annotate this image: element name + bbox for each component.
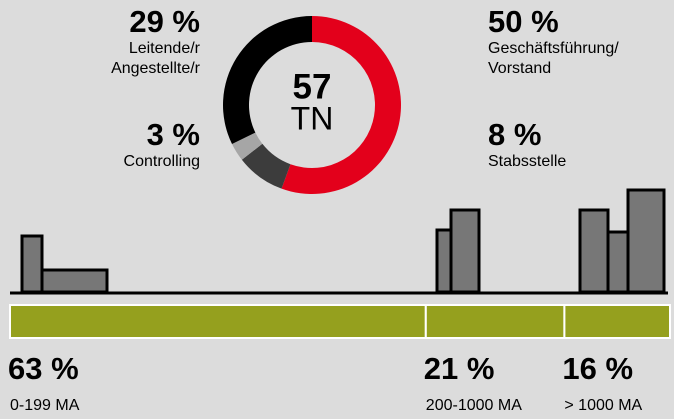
- building: [449, 208, 481, 294]
- value-label: 16 %: [562, 351, 634, 386]
- value-label: 21 %: [423, 351, 495, 386]
- value-label: 29 %: [129, 4, 200, 39]
- segment-label: 3 % Controlling: [124, 118, 200, 172]
- building: [435, 228, 453, 294]
- category-label: Leitende/r Angestellte/r: [111, 40, 200, 77]
- bar-segment: [563, 304, 672, 339]
- value-label: 8 %: [488, 117, 542, 152]
- building: [40, 268, 109, 294]
- category-label: 0-199 MA: [10, 397, 80, 414]
- segment-label: 8 % Stabsstelle: [488, 118, 566, 172]
- building: [20, 234, 44, 294]
- segment-label: 50 % Geschäftsführung/ Vorstand: [488, 5, 619, 79]
- building: [578, 208, 610, 294]
- bar-segment: [424, 304, 566, 339]
- category-label: 200-1000 MA: [425, 397, 522, 414]
- category-label: Controlling: [123, 153, 200, 170]
- donut-segment: [241, 143, 291, 189]
- building: [606, 230, 630, 294]
- buildings: [20, 188, 666, 294]
- value-label: 63 %: [8, 351, 79, 386]
- center-label: TN: [291, 100, 334, 136]
- center-total: 57: [293, 67, 332, 106]
- category-label: Geschäftsführung/ Vorstand: [488, 40, 619, 77]
- value-label: 3 %: [146, 117, 200, 152]
- bar-segment: [9, 304, 427, 339]
- value-label: 50 %: [488, 4, 559, 39]
- category-label: Stabsstelle: [488, 153, 567, 170]
- donut-segment: [222, 16, 312, 145]
- donut-segment: [281, 16, 401, 194]
- category-label: > 1000 MA: [564, 397, 643, 414]
- segment-label: 29 % Leitende/r Angestellte/r: [111, 5, 200, 79]
- building: [626, 188, 666, 294]
- donut-segment: [232, 132, 263, 160]
